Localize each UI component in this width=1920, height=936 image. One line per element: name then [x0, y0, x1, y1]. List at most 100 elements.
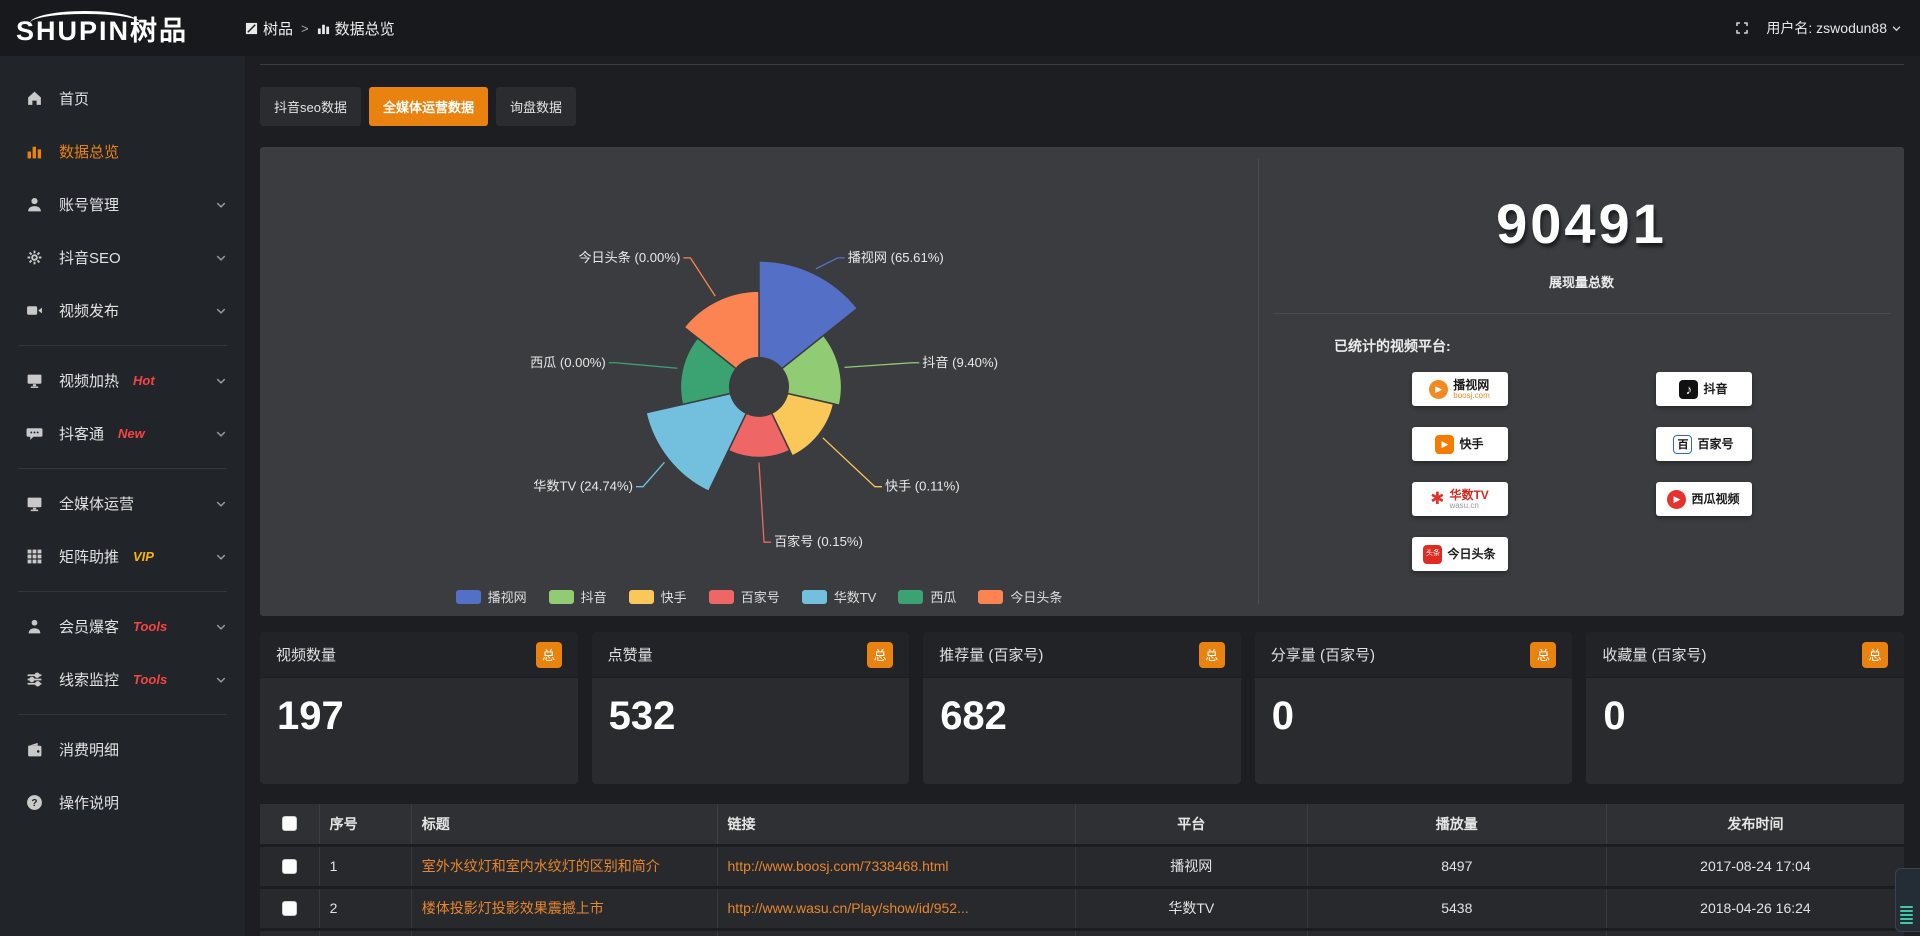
- stat-card-value: 197: [277, 694, 344, 738]
- platform-logo-sub: boosj.com: [1453, 390, 1490, 400]
- row-title-link[interactable]: 楼体投影灯投影效果震撼上市: [421, 900, 604, 916]
- tab-询盘数据[interactable]: 询盘数据: [495, 87, 576, 126]
- row-platform-cell: 华数TV: [1075, 887, 1308, 931]
- row-plays-cell: 8497: [1307, 845, 1607, 889]
- legend-item-播视网[interactable]: 播视网: [455, 587, 527, 606]
- sidebar-item-抖客通[interactable]: 抖客通 New: [0, 407, 245, 460]
- total-impressions-label: 展现量总数: [1548, 275, 1614, 290]
- sidebar-item-矩阵助推[interactable]: 矩阵助推 VIP: [0, 530, 245, 583]
- sidebar-item-消费明细[interactable]: 消费明细: [0, 723, 245, 776]
- pie-slice-华数TV[interactable]: [645, 392, 748, 493]
- total-badge: 总: [535, 641, 562, 668]
- legend-swatch: [548, 589, 574, 604]
- sidebar-item-视频发布[interactable]: 视频发布: [0, 284, 245, 337]
- platform-logos: ▶ 播视网 boosj.com ▶ 快手 ✱ 华数TV wasu.cn 头条 今日头条 ♪ 抖音百百家…: [1259, 372, 1904, 592]
- chevron-down-icon: [215, 305, 227, 317]
- table-row: 1 室外水纹灯和室内水纹灯的区别和简介 http://www.boosj.com/7…: [260, 845, 1904, 889]
- stat-card-title: 视频数量: [276, 647, 337, 664]
- stat-card-视频数量: 视频数量 总 197: [260, 632, 578, 784]
- row-checkbox[interactable]: [281, 900, 297, 916]
- platform-logo-name: 播视网: [1453, 377, 1490, 392]
- stat-card-title: 点赞量: [607, 647, 653, 664]
- sidebar-item-badge: Hot: [133, 373, 155, 388]
- pie-label-line: [636, 461, 665, 488]
- sidebar-item-数据总览[interactable]: 数据总览: [0, 125, 245, 178]
- legend-item-西瓜[interactable]: 西瓜: [898, 587, 956, 606]
- stat-card-title: 收藏量 (百家号): [1602, 647, 1707, 664]
- sidebar-item-首页[interactable]: 首页: [0, 72, 245, 125]
- pie-label-line: [758, 462, 772, 543]
- legend-swatch: [898, 589, 924, 604]
- app-logo: SHUPIN树品: [0, 9, 245, 48]
- username-menu[interactable]: 用户名: zswodun88: [1766, 18, 1902, 38]
- total-badge: 总: [1530, 641, 1557, 668]
- legend-item-快手[interactable]: 快手: [628, 587, 687, 606]
- chevron-down-icon: [215, 498, 227, 510]
- wallet-icon: [24, 741, 44, 758]
- row-index-cell: [319, 929, 412, 936]
- sidebar-item-会员爆客[interactable]: 会员爆客 Tools: [0, 600, 245, 653]
- column-header-链接: 链接: [717, 804, 1076, 847]
- sidebar-item-label: 线索监控: [59, 672, 120, 689]
- platform-logo-sub: wasu.cn: [1449, 500, 1479, 510]
- platform-logo-text: 抖音: [1703, 383, 1727, 395]
- pie-slice-今日头条[interactable]: [683, 290, 760, 370]
- floating-widget[interactable]: [1895, 868, 1920, 932]
- select-all-checkbox[interactable]: [281, 816, 297, 832]
- table-row: 2 楼体投影灯投影效果震撼上市 http://www.wasu.cn/Play/sh…: [260, 887, 1904, 931]
- row-url-link-cell: [717, 929, 1076, 936]
- row-checkbox[interactable]: [281, 858, 297, 874]
- sidebar-item-badge: VIP: [133, 549, 154, 564]
- boosj-logo-icon: ▶: [1429, 379, 1449, 399]
- sidebar-item-badge: Tools: [133, 672, 168, 687]
- sidebar: 首页数据总览账号管理 抖音SEO 视频发布视频加热 Hot 抖客通 New 全媒体运营 矩阵助…: [0, 56, 245, 936]
- platform-logo-text: 今日头条: [1447, 548, 1495, 560]
- sidebar-item-账号管理[interactable]: 账号管理: [0, 178, 245, 231]
- breadcrumb-current[interactable]: 数据总览: [317, 18, 395, 39]
- row-title-link[interactable]: 室外水纹灯和室内水纹灯的区别和简介: [421, 858, 660, 874]
- legend-item-华数TV[interactable]: 华数TV: [801, 587, 877, 606]
- svg-text:?: ?: [31, 798, 37, 809]
- sidebar-item-线索监控[interactable]: 线索监控 Tools: [0, 653, 245, 706]
- legend-label: 百家号: [740, 590, 780, 605]
- pie-slice-播视网[interactable]: [758, 260, 859, 370]
- stat-card-header: 推荐量 (百家号) 总: [923, 632, 1241, 678]
- panel-divider: [1258, 159, 1259, 604]
- sidebar-item-抖音SEO[interactable]: 抖音SEO: [0, 231, 245, 284]
- sidebar-divider: [18, 345, 227, 346]
- fullscreen-icon[interactable]: [1734, 20, 1750, 36]
- stat-card-value: 0: [1271, 694, 1295, 738]
- total-impressions-value: 90491: [1496, 192, 1667, 255]
- sidebar-item-badge: Tools: [133, 619, 168, 634]
- legend-item-抖音[interactable]: 抖音: [548, 587, 607, 606]
- platform-logo-text: 西瓜视频: [1691, 493, 1739, 505]
- pie-slice-快手[interactable]: [770, 392, 835, 457]
- breadcrumb-separator: >: [301, 20, 309, 36]
- tab-全媒体运营数据[interactable]: 全媒体运营数据: [368, 87, 488, 126]
- legend-label: 华数TV: [833, 590, 877, 605]
- sidebar-item-操作说明[interactable]: ? 操作说明: [0, 776, 245, 829]
- platform-logo-name: 今日头条: [1447, 547, 1496, 561]
- total-badge: 总: [1861, 641, 1888, 668]
- summary-divider: [1273, 313, 1890, 314]
- row-url-link[interactable]: http://www.wasu.cn/Play/show/id/952...: [727, 900, 969, 916]
- screen-icon: [24, 372, 44, 389]
- pie-slice-抖音[interactable]: [780, 334, 843, 407]
- column-header-序号: 序号: [319, 804, 412, 847]
- sidebar-item-全媒体运营[interactable]: 全媒体运营: [0, 477, 245, 530]
- tab-抖音seo数据[interactable]: 抖音seo数据: [260, 87, 361, 126]
- row-url-link[interactable]: http://www.boosj.com/7338468.html: [727, 858, 949, 874]
- row-plays-cell: [1307, 929, 1607, 936]
- sidebar-item-视频加热[interactable]: 视频加热 Hot: [0, 354, 245, 407]
- grid-icon: [24, 548, 44, 565]
- legend-item-今日头条[interactable]: 今日头条: [978, 587, 1062, 606]
- sidebar-divider: [18, 714, 227, 715]
- legend-item-百家号[interactable]: 百家号: [708, 587, 780, 606]
- row-title-link-cell: 楼体投影灯投影效果震撼上市: [411, 887, 718, 931]
- breadcrumb-root[interactable]: 树品: [245, 18, 293, 39]
- sidebar-item-label: 数据总览: [59, 144, 120, 161]
- stat-card-title: 分享量 (百家号): [1270, 647, 1375, 664]
- pie-label-line: [815, 257, 845, 270]
- row-plays-cell: 5438: [1307, 887, 1607, 931]
- sidebar-item-label: 首页: [59, 91, 90, 108]
